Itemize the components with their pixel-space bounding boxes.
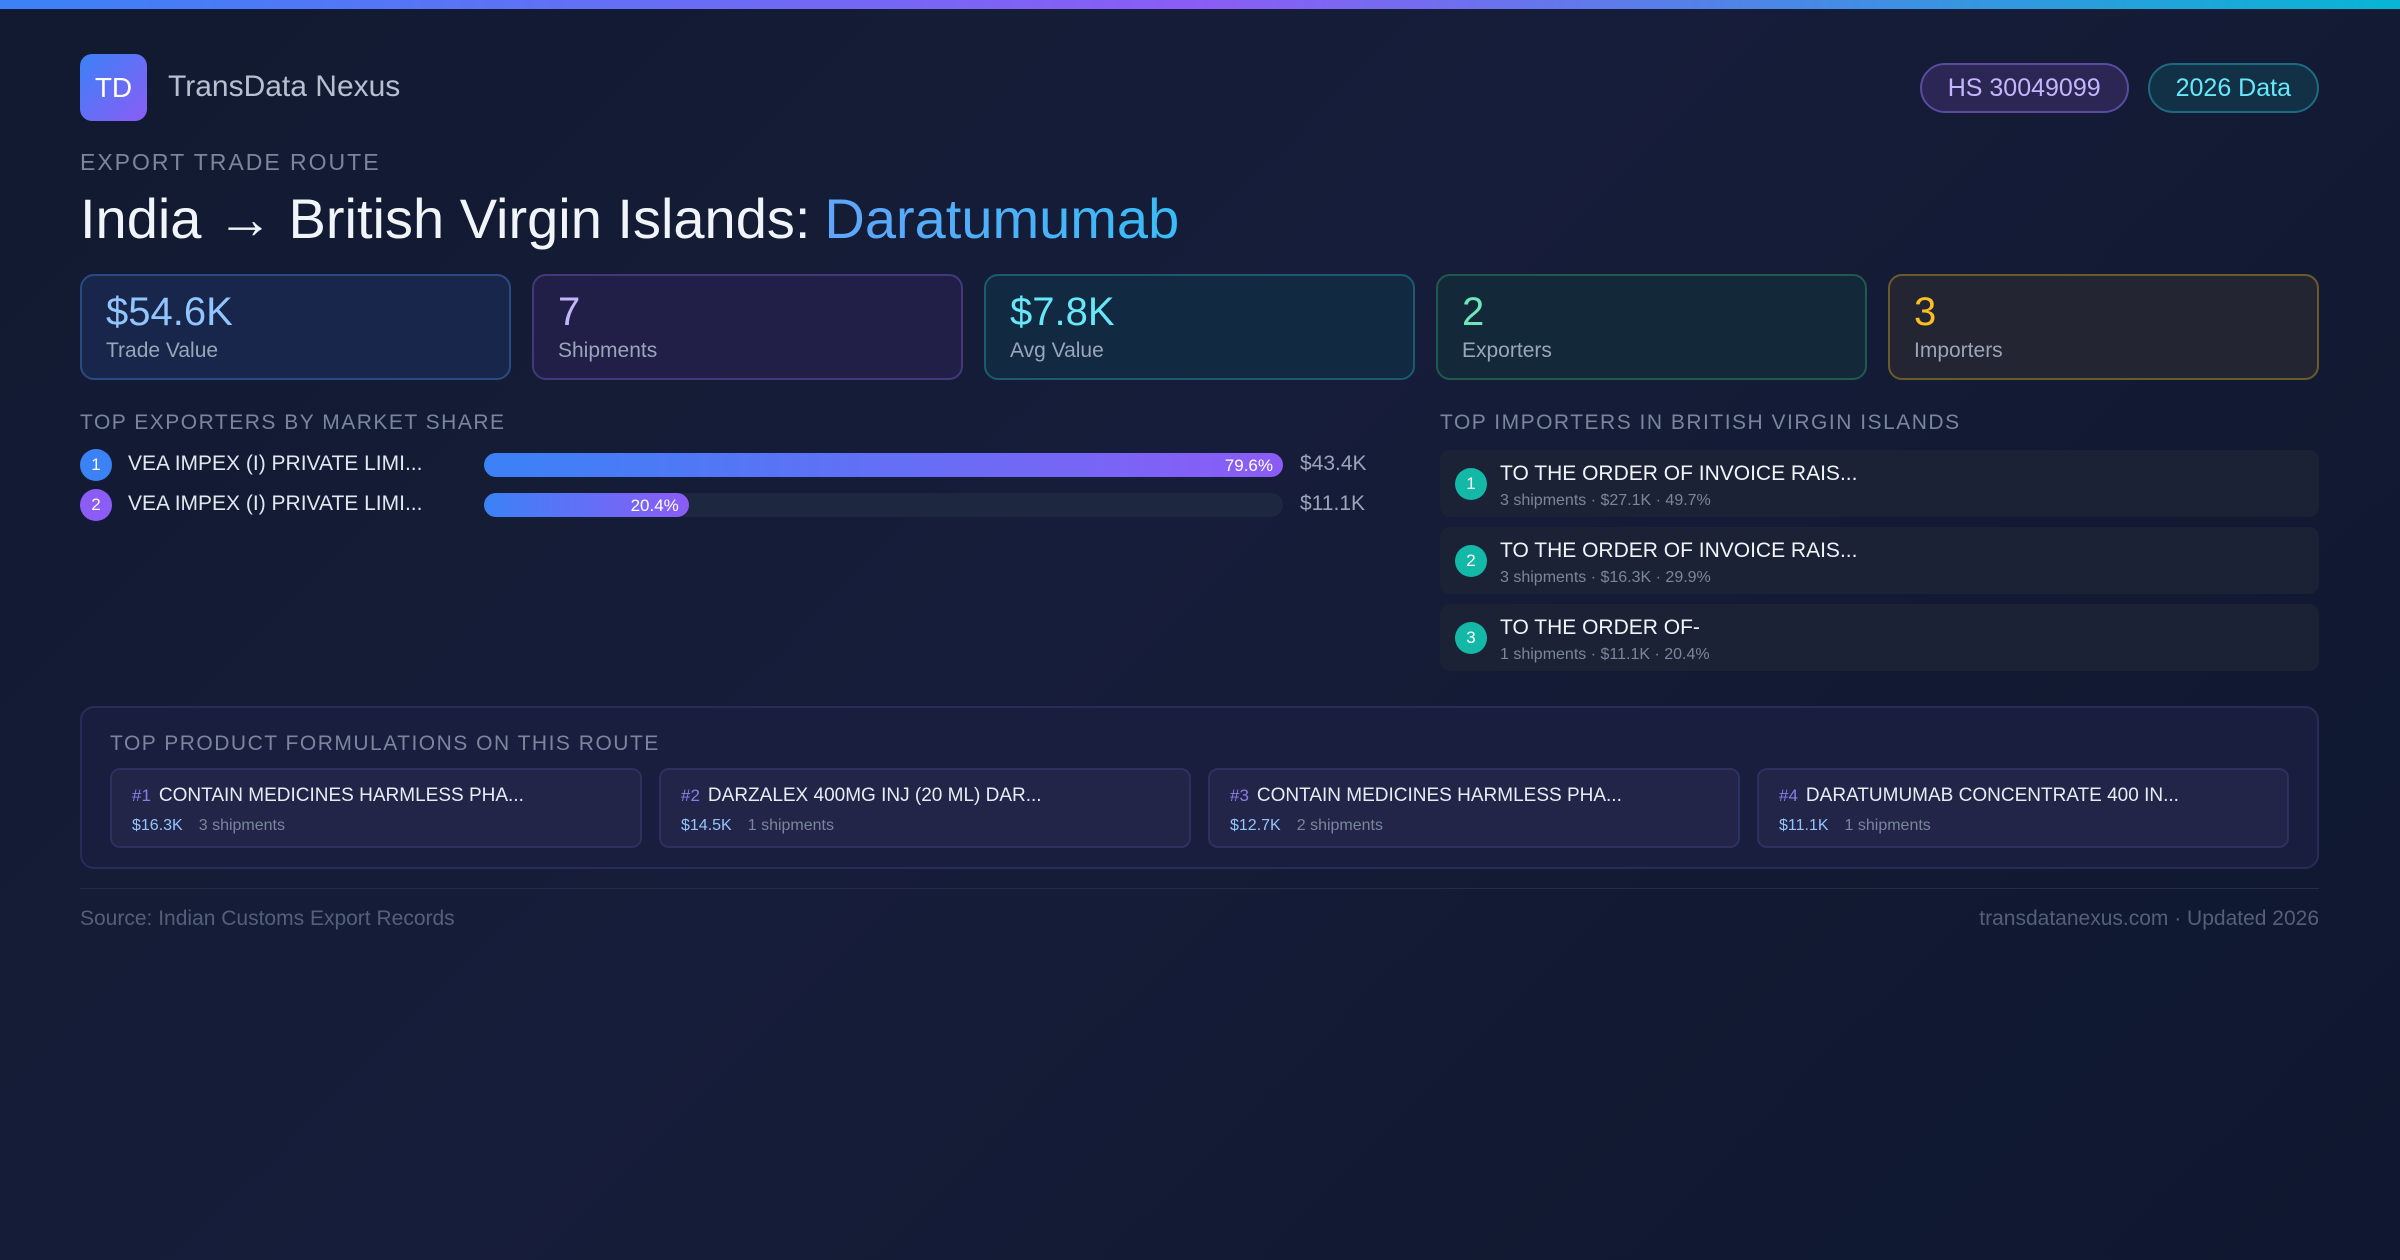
formulation-shipments: 1 shipments bbox=[747, 817, 834, 834]
importer-row: 3 TO THE ORDER OF- 1 shipments · $11.1K · … bbox=[1440, 604, 2319, 671]
formulation-rank: #4 bbox=[1779, 786, 1798, 805]
formulation-shipments: 2 shipments bbox=[1296, 817, 1383, 834]
stat-card: $7.8K Avg Value bbox=[984, 274, 1415, 380]
formulation-title: #2 DARZALEX 400MG INJ (20 ML) DAR... bbox=[681, 785, 1169, 807]
formulation-value: $11.1K bbox=[1779, 817, 1829, 834]
formulation-title: #1 CONTAIN MEDICINES HARMLESS PHA... bbox=[132, 785, 620, 807]
exporter-row: 2 VEA IMPEX (I) PRIVATE LIMI... 20.4% $11.1… bbox=[80, 489, 1380, 521]
formulation-value: $12.7K bbox=[1230, 817, 1281, 834]
share-label: 79.6% bbox=[1224, 456, 1273, 475]
share-bar: 79.6% bbox=[484, 453, 1283, 477]
exporter-row: 1 VEA IMPEX (I) PRIVATE LIMI... 79.6% $43.4… bbox=[80, 449, 1380, 481]
badge: HS 30049099 bbox=[1919, 63, 2129, 113]
logo: TD bbox=[80, 54, 147, 121]
formulation-card: #4 DARATUMUMAB CONCENTRATE 400 IN... $11.1… bbox=[1757, 768, 2289, 848]
formulation-meta: $14.5K 1 shipments bbox=[681, 817, 1169, 835]
formulation-meta: $16.3K 3 shipments bbox=[132, 817, 620, 835]
brand: TransData Nexus bbox=[168, 70, 401, 103]
importer-row: 1 TO THE ORDER OF INVOICE RAIS... 3 shipme… bbox=[1440, 450, 2319, 517]
stat-card: 3 Importers bbox=[1888, 274, 2319, 380]
formulation-meta: $12.7K 2 shipments bbox=[1230, 817, 1718, 835]
formulation-rank: #1 bbox=[132, 786, 151, 805]
stat-value: $7.8K bbox=[1010, 290, 1115, 334]
rank-badge: 1 bbox=[1455, 468, 1487, 500]
accent-bar bbox=[0, 0, 2400, 9]
page-title: India → British Virgin Islands: Daratumum… bbox=[80, 186, 1179, 251]
formulation-shipments: 1 shipments bbox=[1844, 817, 1931, 834]
footer-site: transdatanexus.com · Updated 2026 bbox=[1979, 907, 2319, 930]
stat-label: Avg Value bbox=[1010, 339, 1104, 362]
formulation-card: #2 DARZALEX 400MG INJ (20 ML) DAR... $14.5… bbox=[659, 768, 1191, 848]
importer-name: TO THE ORDER OF- bbox=[1500, 616, 1700, 639]
formulation-title: #4 DARATUMUMAB CONCENTRATE 400 IN... bbox=[1779, 785, 2267, 807]
importer-detail: 3 shipments · $16.3K · 29.9% bbox=[1500, 569, 1711, 586]
exporter-value: $11.1K bbox=[1300, 492, 1365, 515]
exporter-value: $43.4K bbox=[1300, 452, 1367, 475]
stat-label: Exporters bbox=[1462, 339, 1552, 362]
badges: HS 30049099 2026 Data bbox=[1919, 63, 2319, 113]
formulation-value: $14.5K bbox=[681, 817, 732, 834]
rank-badge: 2 bbox=[1455, 545, 1487, 577]
formulation-list: #1 CONTAIN MEDICINES HARMLESS PHA... $16.3… bbox=[110, 768, 2289, 848]
formulation-rank: #2 bbox=[681, 786, 700, 805]
badge: 2026 Data bbox=[2147, 63, 2319, 113]
importer-name: TO THE ORDER OF INVOICE RAIS... bbox=[1500, 462, 1858, 485]
exporter-name: VEA IMPEX (I) PRIVATE LIMI... bbox=[128, 492, 423, 515]
rank-badge: 2 bbox=[80, 489, 112, 521]
importer-row: 2 TO THE ORDER OF INVOICE RAIS... 3 shipme… bbox=[1440, 527, 2319, 594]
formulation-title: #3 CONTAIN MEDICINES HARMLESS PHA... bbox=[1230, 785, 1718, 807]
eyebrow: EXPORT TRADE ROUTE bbox=[80, 149, 381, 175]
stat-label: Shipments bbox=[558, 339, 658, 362]
formulation-name: CONTAIN MEDICINES HARMLESS PHA... bbox=[158, 785, 524, 806]
rank-badge: 1 bbox=[80, 449, 112, 481]
route-title: India → British Virgin Islands: bbox=[80, 187, 811, 250]
section-heading: TOP EXPORTERS BY MARKET SHARE bbox=[80, 411, 506, 434]
formulation-card: #3 CONTAIN MEDICINES HARMLESS PHA... $12.7… bbox=[1208, 768, 1740, 848]
importer-detail: 3 shipments · $27.1K · 49.7% bbox=[1500, 492, 1711, 509]
stat-label: Importers bbox=[1914, 339, 2003, 362]
footer-source: Source: Indian Customs Export Records bbox=[80, 907, 455, 930]
stat-value: 3 bbox=[1914, 290, 1937, 334]
formulation-meta: $11.1K 1 shipments bbox=[1779, 817, 2267, 835]
importer-name: TO THE ORDER OF INVOICE RAIS... bbox=[1500, 539, 1858, 562]
section-heading: TOP PRODUCT FORMULATIONS ON THIS ROUTE bbox=[110, 732, 660, 755]
stat-card: $54.6K Trade Value bbox=[80, 274, 511, 380]
stat-card: 2 Exporters bbox=[1436, 274, 1867, 380]
stats: $54.6K Trade Value 7 Shipments $7.8K Avg Valu… bbox=[80, 274, 2319, 380]
share-label: 20.4% bbox=[630, 496, 679, 515]
share-bar: 20.4% bbox=[484, 493, 689, 517]
formulation-value: $16.3K bbox=[132, 817, 183, 834]
stat-value: 2 bbox=[1462, 290, 1485, 334]
stat-value: 7 bbox=[558, 290, 581, 334]
formulation-rank: #3 bbox=[1230, 786, 1249, 805]
importer-detail: 1 shipments · $11.1K · 20.4% bbox=[1500, 646, 1710, 663]
stat-label: Trade Value bbox=[106, 339, 219, 362]
product-name: Daratumumab bbox=[824, 187, 1180, 250]
stat-value: $54.6K bbox=[106, 290, 233, 334]
section-heading: TOP IMPORTERS IN BRITISH VIRGIN ISLANDS bbox=[1440, 411, 1961, 434]
bar-track: 20.4% bbox=[484, 493, 1283, 517]
stat-card: 7 Shipments bbox=[532, 274, 963, 380]
formulation-name: DARZALEX 400MG INJ (20 ML) DAR... bbox=[707, 785, 1042, 806]
formulation-name: DARATUMUMAB CONCENTRATE 400 IN... bbox=[1805, 785, 2179, 806]
formulation-name: CONTAIN MEDICINES HARMLESS PHA... bbox=[1256, 785, 1622, 806]
exporter-name: VEA IMPEX (I) PRIVATE LIMI... bbox=[128, 452, 423, 475]
formulation-card: #1 CONTAIN MEDICINES HARMLESS PHA... $16.3… bbox=[110, 768, 642, 848]
bar-track: 79.6% bbox=[484, 453, 1283, 477]
divider bbox=[80, 888, 2319, 889]
formulations-panel: TOP PRODUCT FORMULATIONS ON THIS ROUTE #… bbox=[80, 706, 2319, 869]
formulation-shipments: 3 shipments bbox=[198, 817, 285, 834]
rank-badge: 3 bbox=[1455, 622, 1487, 654]
